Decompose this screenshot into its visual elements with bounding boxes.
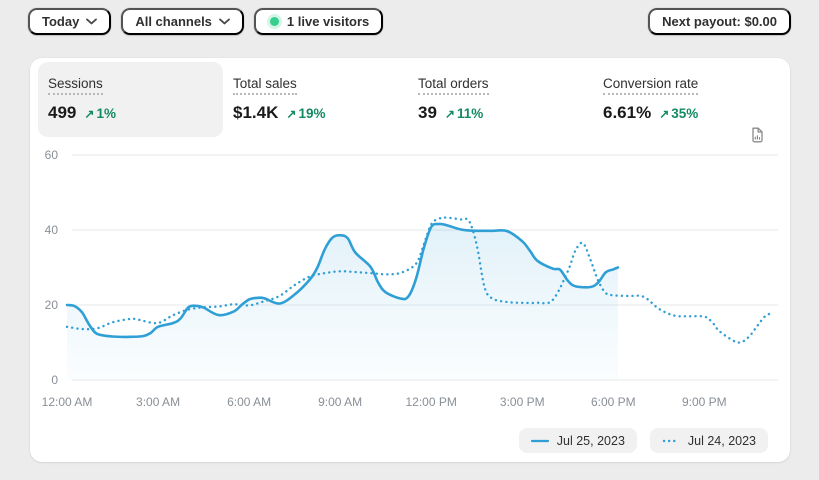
date-range-button[interactable]: Today — [28, 8, 112, 35]
y-axis-label: 0 — [51, 373, 58, 387]
report-file-icon — [752, 127, 763, 143]
series-line-1 — [65, 216, 773, 344]
sessions-line-chart[interactable]: 0 20 40 60 12:00 AM 3:00 AM 6:00 AM 9:00 AM 12:0… — [30, 143, 790, 420]
metric-delta: ↗ 35% — [659, 106, 698, 121]
increase-arrow-icon: ↗ — [659, 107, 670, 121]
next-payout-label: Next payout: $0.00 — [662, 14, 777, 29]
legend-line-dotted-icon — [662, 439, 680, 442]
metric-delta-value: 35% — [671, 106, 699, 121]
chevron-down-icon — [219, 18, 230, 25]
metric-delta: ↗ 19% — [286, 106, 325, 121]
live-visitors-button[interactable]: 1 live visitors — [253, 8, 384, 35]
metric-delta-value: 19% — [298, 106, 326, 121]
date-range-label: Today — [42, 14, 80, 29]
chevron-down-icon — [86, 18, 98, 25]
metric-value: 6.61% — [603, 103, 652, 122]
legend-label: Jul 24, 2023 — [687, 433, 756, 448]
metrics-row: Sessions 499 ↗ 1% Total sales $1.4K ↗ 19… — [38, 62, 778, 137]
x-axis-label: 6:00 PM — [591, 395, 636, 409]
x-axis-label: 6:00 AM — [227, 395, 271, 409]
metric-label: Conversion rate — [603, 76, 699, 95]
series-line-0 — [65, 222, 620, 339]
legend-item-jul-24[interactable]: Jul 24, 2023 — [649, 428, 768, 453]
legend-line-solid-icon — [530, 439, 549, 442]
x-axis-label: 9:00 AM — [318, 395, 362, 409]
x-axis-label: 3:00 PM — [500, 395, 545, 409]
y-axis-label: 60 — [45, 148, 59, 162]
metric-label: Total orders — [418, 76, 489, 95]
x-axis-label: 9:00 PM — [682, 395, 727, 409]
increase-arrow-icon: ↗ — [84, 107, 95, 121]
metric-delta: ↗ 11% — [445, 106, 483, 121]
channels-filter-button[interactable]: All channels — [121, 8, 244, 35]
live-visitors-dot-icon — [269, 17, 279, 26]
next-payout-button[interactable]: Next payout: $0.00 — [648, 8, 791, 35]
toolbar: Today All channels 1 live visitors Next … — [28, 8, 791, 35]
metric-label: Total sales — [233, 76, 297, 95]
metric-label: Sessions — [48, 76, 103, 95]
live-visitors-label: 1 live visitors — [286, 14, 370, 29]
legend-item-jul-25[interactable]: Jul 25, 2023 — [518, 428, 637, 453]
metric-value: $1.4K — [233, 103, 279, 122]
metric-total-sales[interactable]: Total sales $1.4K ↗ 19% — [223, 62, 408, 137]
y-axis-label: 20 — [45, 298, 59, 312]
metric-value: 39 — [418, 103, 437, 122]
metric-delta: ↗ 1% — [84, 106, 116, 121]
x-axis-label: 12:00 AM — [42, 395, 93, 409]
x-axis-label: 12:00 PM — [406, 395, 457, 409]
increase-arrow-icon: ↗ — [286, 107, 297, 121]
metric-value: 499 — [48, 103, 77, 122]
export-report-button[interactable] — [748, 126, 766, 144]
metric-delta-value: 1% — [96, 106, 116, 121]
series-area-0 — [67, 223, 618, 380]
chart-legend: Jul 25, 2023 Jul 24, 2023 — [518, 428, 768, 453]
channels-filter-label: All channels — [135, 14, 212, 29]
metric-sessions[interactable]: Sessions 499 ↗ 1% — [38, 62, 223, 137]
legend-label: Jul 25, 2023 — [556, 433, 625, 448]
x-axis-label: 3:00 AM — [136, 395, 180, 409]
y-axis-label: 40 — [45, 223, 59, 237]
metric-delta-value: 11% — [456, 106, 484, 121]
analytics-card: Sessions 499 ↗ 1% Total sales $1.4K ↗ 19… — [30, 58, 790, 462]
metric-conversion-rate[interactable]: Conversion rate 6.61% ↗ 35% — [593, 62, 778, 137]
metric-total-orders[interactable]: Total orders 39 ↗ 11% — [408, 62, 593, 137]
increase-arrow-icon: ↗ — [444, 107, 455, 121]
